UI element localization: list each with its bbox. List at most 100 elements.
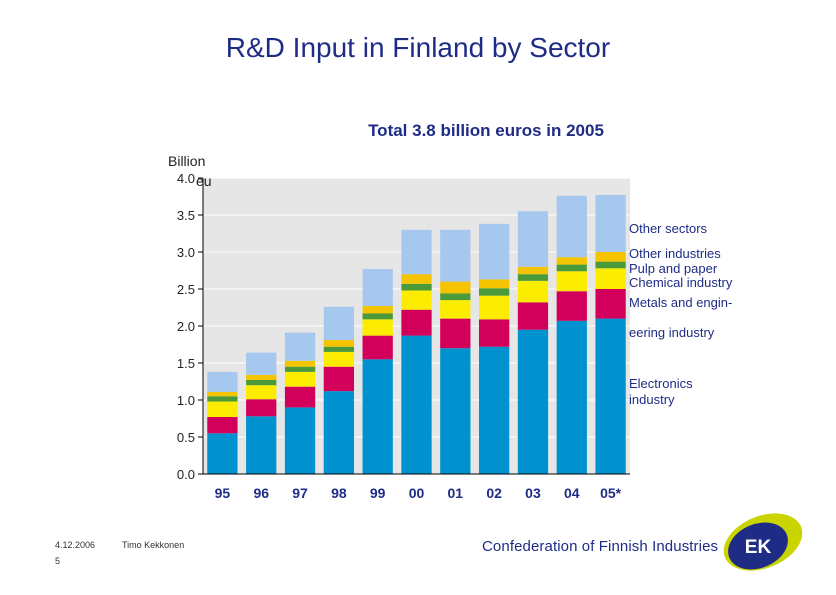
bar-segment bbox=[556, 195, 587, 258]
bar-segment bbox=[246, 380, 277, 386]
bar-segment bbox=[323, 306, 355, 341]
y-tick-label: 0.0 bbox=[177, 467, 195, 482]
bar-segment bbox=[595, 252, 626, 262]
bar-segment bbox=[478, 279, 510, 289]
legend-label: industry bbox=[629, 392, 675, 407]
bar-segment bbox=[207, 401, 238, 418]
bar-segment bbox=[362, 269, 393, 307]
page-title: R&D Input in Finland by Sector bbox=[225, 32, 611, 63]
bar-segment bbox=[440, 318, 471, 349]
x-tick-label: 00 bbox=[409, 485, 425, 501]
bar-segment bbox=[207, 417, 238, 434]
bar-segment bbox=[595, 318, 626, 474]
bar-segment bbox=[440, 229, 471, 282]
y-tick-label: 4.0 bbox=[177, 171, 195, 186]
bar-segment bbox=[323, 391, 355, 474]
y-tick-label: 2.5 bbox=[177, 282, 195, 297]
x-tick-label: 04 bbox=[564, 485, 580, 501]
bar-segment bbox=[362, 319, 393, 336]
legend-label: Metals and engin- bbox=[629, 295, 732, 310]
bar-segment bbox=[517, 211, 549, 267]
bar-segment bbox=[246, 374, 277, 381]
bar-segment bbox=[478, 319, 510, 347]
x-tick-label: 01 bbox=[448, 485, 464, 501]
x-tick-label: 98 bbox=[331, 485, 347, 501]
footer-author: Timo Kekkonen bbox=[122, 540, 185, 550]
bar-segment bbox=[362, 335, 393, 360]
bar-segment bbox=[556, 257, 587, 265]
bar-segment bbox=[323, 366, 355, 392]
bar-segment bbox=[440, 348, 471, 474]
x-tick-label: 05* bbox=[600, 485, 622, 501]
bar-segment bbox=[401, 290, 432, 310]
bar-segment bbox=[556, 271, 587, 292]
logo-text: EK bbox=[745, 537, 772, 558]
bar-segment bbox=[478, 295, 510, 320]
bar-segment bbox=[284, 371, 316, 387]
bar-segment bbox=[207, 391, 238, 397]
bar-segment bbox=[284, 386, 316, 408]
bar-segment bbox=[595, 261, 626, 269]
bar-segment bbox=[246, 416, 277, 474]
bar-segment bbox=[517, 274, 549, 281]
footer-date: 4.12.2006 bbox=[55, 540, 96, 550]
bar-segment bbox=[362, 313, 393, 320]
bar-segment bbox=[362, 306, 393, 314]
bar-segment bbox=[401, 274, 432, 284]
bar-segment bbox=[401, 309, 432, 336]
y-axis-label: eu bbox=[196, 173, 212, 189]
bar-segment bbox=[207, 371, 238, 392]
bar-segment bbox=[595, 268, 626, 289]
x-tick-label: 95 bbox=[215, 485, 231, 501]
x-tick-label: 96 bbox=[253, 485, 269, 501]
bar-segment bbox=[401, 229, 432, 275]
bar-segment bbox=[284, 332, 316, 361]
bar-segment bbox=[207, 433, 238, 474]
y-tick-label: 3.5 bbox=[177, 208, 195, 223]
y-tick-label: 1.5 bbox=[177, 356, 195, 371]
bar-segment bbox=[207, 396, 238, 402]
bar-segment bbox=[517, 280, 549, 303]
x-tick-label: 97 bbox=[292, 485, 308, 501]
bar-segment bbox=[556, 264, 587, 272]
bar-segment bbox=[556, 320, 587, 474]
legend-label: Other sectors bbox=[629, 221, 708, 236]
bar-segment bbox=[284, 407, 316, 474]
bar-segment bbox=[284, 360, 316, 367]
bar-segment bbox=[246, 352, 277, 375]
x-tick-label: 03 bbox=[525, 485, 541, 501]
bar-segment bbox=[440, 281, 471, 294]
bar-segment bbox=[478, 346, 510, 474]
organization-name: Confederation of Finnish Industries bbox=[482, 538, 719, 555]
legend-label: eering industry bbox=[629, 325, 715, 340]
bar-segment bbox=[401, 283, 432, 291]
bar-segment bbox=[478, 223, 510, 280]
y-tick-label: 0.5 bbox=[177, 430, 195, 445]
bar-segment bbox=[440, 300, 471, 319]
y-tick-label: 2.0 bbox=[177, 319, 195, 334]
bar-segment bbox=[401, 335, 432, 474]
ek-logo: EK bbox=[723, 513, 803, 571]
bar-segment bbox=[517, 329, 549, 474]
legend-label: Chemical industry bbox=[629, 275, 733, 290]
x-tick-label: 02 bbox=[486, 485, 502, 501]
chart-title: Total 3.8 billion euros in 2005 bbox=[368, 121, 604, 140]
y-axis-label: Billion bbox=[168, 153, 205, 169]
x-tick-label: 99 bbox=[370, 485, 386, 501]
bar-segment bbox=[323, 351, 355, 367]
bar-segment bbox=[595, 195, 626, 252]
bar-segment bbox=[556, 291, 587, 321]
y-tick-label: 1.0 bbox=[177, 393, 195, 408]
bar-segment bbox=[517, 302, 549, 330]
bar-segment bbox=[478, 288, 510, 296]
bar-segment bbox=[323, 340, 355, 347]
bar-segment bbox=[362, 359, 393, 474]
bar-segment bbox=[517, 266, 549, 275]
bar-segment bbox=[323, 346, 355, 352]
legend-label: Electronics bbox=[629, 376, 693, 391]
bar-segment bbox=[595, 289, 626, 319]
y-tick-label: 3.0 bbox=[177, 245, 195, 260]
bar-segment bbox=[440, 293, 471, 301]
bar-segment bbox=[246, 399, 277, 417]
